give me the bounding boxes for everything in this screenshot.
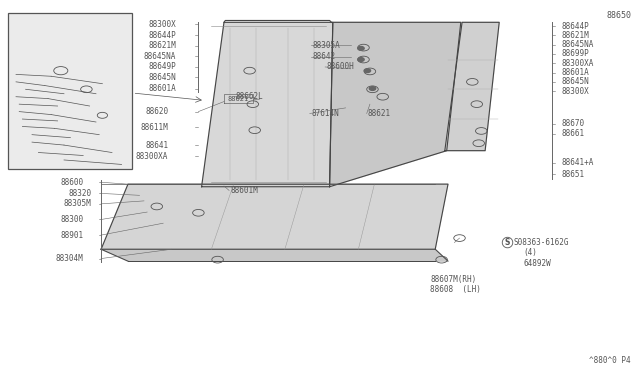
Text: 88300XA: 88300XA xyxy=(136,152,168,161)
Text: 88600: 88600 xyxy=(60,178,83,187)
Text: 88621: 88621 xyxy=(228,96,249,102)
Polygon shape xyxy=(101,249,448,261)
Text: 88601A: 88601A xyxy=(562,68,589,77)
Text: 88305A: 88305A xyxy=(312,41,340,50)
Text: 88300X: 88300X xyxy=(148,20,176,29)
Polygon shape xyxy=(202,22,333,187)
Polygon shape xyxy=(101,184,448,249)
Text: 88608  (LH): 88608 (LH) xyxy=(430,285,481,294)
Text: 64892W: 64892W xyxy=(524,259,551,268)
Text: 88607M(RH): 88607M(RH) xyxy=(430,275,476,284)
Text: 88300X: 88300X xyxy=(562,87,589,96)
Text: 88650: 88650 xyxy=(607,11,632,20)
Text: 88601M: 88601M xyxy=(230,186,258,195)
Text: 88305M: 88305M xyxy=(64,199,92,208)
Text: 88320: 88320 xyxy=(68,189,92,198)
Text: (4): (4) xyxy=(524,248,538,257)
Text: 87614N: 87614N xyxy=(311,109,339,118)
Text: 88300: 88300 xyxy=(60,215,83,224)
Text: S08363-6162G: S08363-6162G xyxy=(514,238,570,247)
Text: 88644P: 88644P xyxy=(148,31,176,40)
Text: 88304M: 88304M xyxy=(56,254,83,263)
Text: 88642: 88642 xyxy=(312,52,335,61)
Circle shape xyxy=(364,69,371,73)
Polygon shape xyxy=(330,22,461,187)
Text: ^880^0 P4: ^880^0 P4 xyxy=(589,356,630,365)
Text: 88300XA: 88300XA xyxy=(562,59,595,68)
Text: S08363-81623: S08363-81623 xyxy=(26,20,81,29)
Text: 88661: 88661 xyxy=(562,129,585,138)
Circle shape xyxy=(358,46,364,50)
Text: 88645NA: 88645NA xyxy=(562,40,595,49)
Text: 88649P: 88649P xyxy=(148,62,176,71)
Bar xyxy=(8,13,132,169)
Text: 88621M: 88621M xyxy=(562,31,589,40)
Text: 88645NA: 88645NA xyxy=(143,52,176,61)
Text: S: S xyxy=(505,238,510,247)
Text: 88644P: 88644P xyxy=(562,22,589,31)
Text: 88645N: 88645N xyxy=(148,73,176,81)
Circle shape xyxy=(358,58,364,61)
Text: S: S xyxy=(17,20,22,29)
Text: 88901: 88901 xyxy=(60,231,83,240)
Text: 88601A: 88601A xyxy=(148,84,176,93)
Text: 88641: 88641 xyxy=(145,141,168,150)
Polygon shape xyxy=(445,22,499,151)
Text: (3): (3) xyxy=(37,29,51,38)
Text: 88645N: 88645N xyxy=(562,77,589,86)
Text: 88641+A: 88641+A xyxy=(562,158,595,167)
Text: 88620: 88620 xyxy=(145,107,168,116)
Text: 88621: 88621 xyxy=(368,109,391,118)
Text: 88606N: 88606N xyxy=(74,37,101,46)
Text: 88662L: 88662L xyxy=(236,92,263,101)
Text: 88600H: 88600H xyxy=(326,62,354,71)
Text: 88699P: 88699P xyxy=(562,49,589,58)
Text: 88670: 88670 xyxy=(562,119,585,128)
Text: 88611M: 88611M xyxy=(141,123,168,132)
Text: 88651: 88651 xyxy=(562,170,585,179)
Circle shape xyxy=(369,87,376,90)
Text: 88621M: 88621M xyxy=(148,41,176,50)
